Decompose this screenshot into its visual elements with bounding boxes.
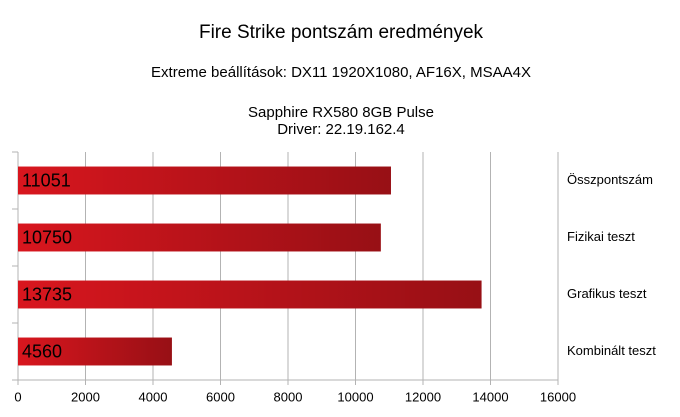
chart-subtitle: Driver: 22.19.162.4	[277, 121, 405, 138]
y-tick-label: Fizikai teszt	[567, 229, 635, 244]
y-tick-label: Grafikus teszt	[567, 286, 647, 301]
x-tick-label: 4000	[139, 389, 168, 404]
y-tick-label: Kombinált teszt	[567, 343, 656, 358]
data-label: 4560	[22, 341, 62, 361]
x-tick-label: 8000	[274, 389, 303, 404]
x-tick-label: 12000	[405, 389, 441, 404]
x-tick-label: 2000	[71, 389, 100, 404]
chart-subtitle: Extreme beállítások: DX11 1920X1080, AF1…	[151, 64, 531, 81]
data-label: 10750	[22, 227, 72, 247]
data-label: 11051	[22, 170, 71, 190]
bar	[18, 280, 482, 309]
x-tick-label: 6000	[206, 389, 235, 404]
data-label: 13735	[22, 284, 72, 304]
bar	[18, 223, 381, 252]
x-tick-label: 0	[14, 389, 21, 404]
x-tick-label: 10000	[337, 389, 373, 404]
chart-subtitle: Sapphire RX580 8GB Pulse	[248, 104, 434, 121]
x-tick-label: 16000	[540, 389, 576, 404]
chart-title: Fire Strike pontszám eredmények	[199, 22, 484, 43]
x-tick-label: 14000	[472, 389, 508, 404]
bar	[18, 166, 391, 195]
y-tick-label: Összpontszám	[567, 172, 653, 187]
